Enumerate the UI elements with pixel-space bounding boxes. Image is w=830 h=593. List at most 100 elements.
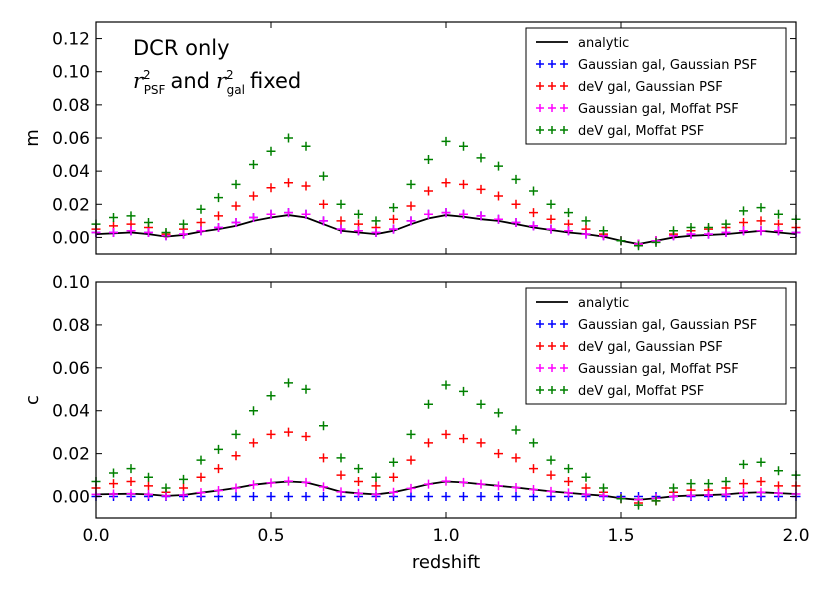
marker-dev-gal-moffat-psf (424, 399, 433, 409)
x-tick-label: 0.5 (257, 526, 284, 546)
marker-dev-gal-moffat-psf (756, 457, 766, 467)
marker-dev-gal-gaussian-psf (511, 453, 521, 463)
legend-swatch-gaussian-gal-moffat-psf (560, 104, 568, 112)
legend-label-gaussian-gal-gaussian-psf: Gaussian gal, Gaussian PSF (578, 318, 757, 333)
marker-gaussian-gal-moffat-psf (774, 226, 783, 236)
annotation-sup: 2 (143, 68, 151, 82)
marker-dev-gal-moffat-psf (284, 378, 293, 388)
legend-swatch-dev-gal-gaussian-psf (548, 342, 556, 350)
marker-dev-gal-moffat-psf (336, 199, 346, 209)
marker-dev-gal-moffat-psf (686, 479, 696, 489)
marker-dev-gal-gaussian-psf (109, 479, 118, 489)
marker-gaussian-gal-moffat-psf (319, 216, 328, 226)
y-tick-label: 0.08 (52, 96, 90, 116)
marker-gaussian-gal-moffat-psf (389, 487, 398, 497)
x-tick-label: 2.0 (782, 526, 809, 546)
marker-dev-gal-gaussian-psf (284, 178, 293, 188)
marker-dev-gal-moffat-psf (301, 141, 311, 151)
marker-dev-gal-moffat-psf (494, 408, 503, 418)
marker-gaussian-gal-moffat-psf (144, 489, 153, 499)
x-tick-label: 0.0 (82, 526, 109, 546)
marker-gaussian-gal-moffat-psf (546, 224, 556, 234)
marker-gaussian-gal-moffat-psf (494, 481, 503, 491)
marker-dev-gal-gaussian-psf (546, 470, 556, 480)
marker-gaussian-gal-moffat-psf (774, 488, 783, 498)
marker-dev-gal-gaussian-psf (301, 181, 311, 191)
marker-gaussian-gal-moffat-psf (739, 488, 748, 498)
marker-gaussian-gal-gaussian-psf (494, 492, 503, 502)
annotation-var: r (133, 69, 145, 93)
marker-dev-gal-moffat-psf (126, 211, 136, 221)
marker-dev-gal-moffat-psf (669, 226, 678, 236)
y-tick-label: 0.10 (52, 273, 90, 293)
legend-swatch-dev-gal-moffat-psf (536, 126, 544, 134)
marker-dev-gal-moffat-psf (529, 186, 538, 196)
marker-dev-gal-moffat-psf (634, 241, 643, 251)
marker-dev-gal-moffat-psf (546, 199, 556, 209)
series-group-bottom (91, 378, 801, 510)
marker-dev-gal-moffat-psf (756, 203, 766, 213)
marker-gaussian-gal-moffat-psf (476, 479, 486, 489)
marker-dev-gal-gaussian-psf (756, 216, 766, 226)
marker-dev-gal-moffat-psf (109, 213, 118, 223)
marker-dev-gal-moffat-psf (476, 153, 486, 163)
marker-gaussian-gal-moffat-psf (354, 226, 363, 236)
marker-dev-gal-moffat-psf (599, 226, 608, 236)
marker-gaussian-gal-moffat-psf (179, 229, 188, 239)
legend-swatch-dev-gal-moffat-psf (560, 126, 568, 134)
marker-gaussian-gal-moffat-psf (266, 209, 276, 219)
marker-gaussian-gal-moffat-psf (231, 483, 241, 493)
y-tick-label: 0.12 (52, 30, 90, 50)
y-tick-label: 0.00 (52, 488, 90, 508)
legend-label-dev-gal-gaussian-psf: deV gal, Gaussian PSF (578, 80, 723, 95)
marker-gaussian-gal-moffat-psf (581, 489, 591, 499)
marker-gaussian-gal-moffat-psf (739, 226, 748, 236)
marker-dev-gal-moffat-psf (266, 391, 276, 401)
marker-dev-gal-moffat-psf (704, 222, 713, 232)
marker-gaussian-gal-moffat-psf (301, 477, 311, 487)
legend-swatch-gaussian-gal-gaussian-psf (560, 320, 568, 328)
marker-gaussian-gal-moffat-psf (144, 227, 153, 237)
legend-swatch-gaussian-gal-moffat-psf (548, 104, 556, 112)
marker-gaussian-gal-moffat-psf (126, 489, 136, 499)
marker-dev-gal-moffat-psf (511, 174, 521, 184)
legend-swatch-dev-gal-moffat-psf (536, 386, 544, 394)
marker-dev-gal-moffat-psf (721, 477, 731, 487)
marker-dev-gal-moffat-psf (319, 421, 328, 431)
legend-top: analytic Gaussian gal, Gaussian PSF deV ga… (525, 27, 787, 145)
y-tick-label: 0.04 (52, 162, 90, 182)
marker-dev-gal-moffat-psf (441, 380, 451, 390)
marker-dev-gal-moffat-psf (231, 429, 241, 439)
marker-dev-gal-moffat-psf (406, 179, 416, 189)
marker-gaussian-gal-moffat-psf (371, 489, 381, 499)
legend-swatch-dev-gal-gaussian-psf (536, 82, 544, 90)
marker-gaussian-gal-moffat-psf (406, 483, 416, 493)
marker-dev-gal-gaussian-psf (424, 438, 433, 448)
series-group-top (91, 133, 801, 251)
marker-dev-gal-moffat-psf (564, 208, 573, 218)
marker-dev-gal-moffat-psf (459, 141, 468, 151)
marker-dev-gal-gaussian-psf (406, 201, 416, 211)
marker-gaussian-gal-moffat-psf (564, 488, 573, 498)
marker-gaussian-gal-moffat-psf (459, 209, 468, 219)
marker-gaussian-gal-moffat-psf (476, 211, 486, 221)
marker-gaussian-gal-moffat-psf (126, 226, 136, 236)
marker-dev-gal-moffat-psf (441, 136, 451, 146)
marker-gaussian-gal-moffat-psf (266, 478, 276, 488)
x-tick-label: 1.5 (607, 526, 634, 546)
marker-dev-gal-gaussian-psf (214, 464, 223, 474)
marker-dev-gal-moffat-psf (389, 203, 398, 213)
legend-label-gaussian-gal-gaussian-psf: Gaussian gal, Gaussian PSF (578, 58, 757, 73)
marker-gaussian-gal-gaussian-psf (284, 492, 293, 502)
marker-gaussian-gal-moffat-psf (109, 489, 118, 499)
marker-dev-gal-gaussian-psf (196, 472, 206, 482)
marker-gaussian-gal-gaussian-psf (406, 492, 416, 502)
annotation-line-2: r2 PSF and r2 gal fixed (133, 68, 301, 97)
marker-gaussian-gal-gaussian-psf (249, 492, 258, 502)
marker-dev-gal-gaussian-psf (476, 438, 486, 448)
marker-gaussian-gal-moffat-psf (511, 218, 521, 228)
marker-dev-gal-moffat-psf (774, 466, 783, 476)
marker-gaussian-gal-moffat-psf (249, 480, 258, 490)
marker-gaussian-gal-moffat-psf (301, 209, 311, 219)
